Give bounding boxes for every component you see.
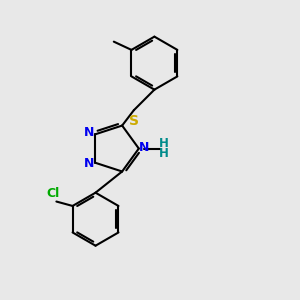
Text: S: S [129, 114, 140, 128]
Text: N: N [139, 141, 149, 154]
Text: N: N [83, 157, 94, 170]
Text: H: H [159, 147, 169, 160]
Text: Cl: Cl [46, 187, 59, 200]
Text: N: N [83, 126, 94, 140]
Text: H: H [159, 137, 169, 150]
